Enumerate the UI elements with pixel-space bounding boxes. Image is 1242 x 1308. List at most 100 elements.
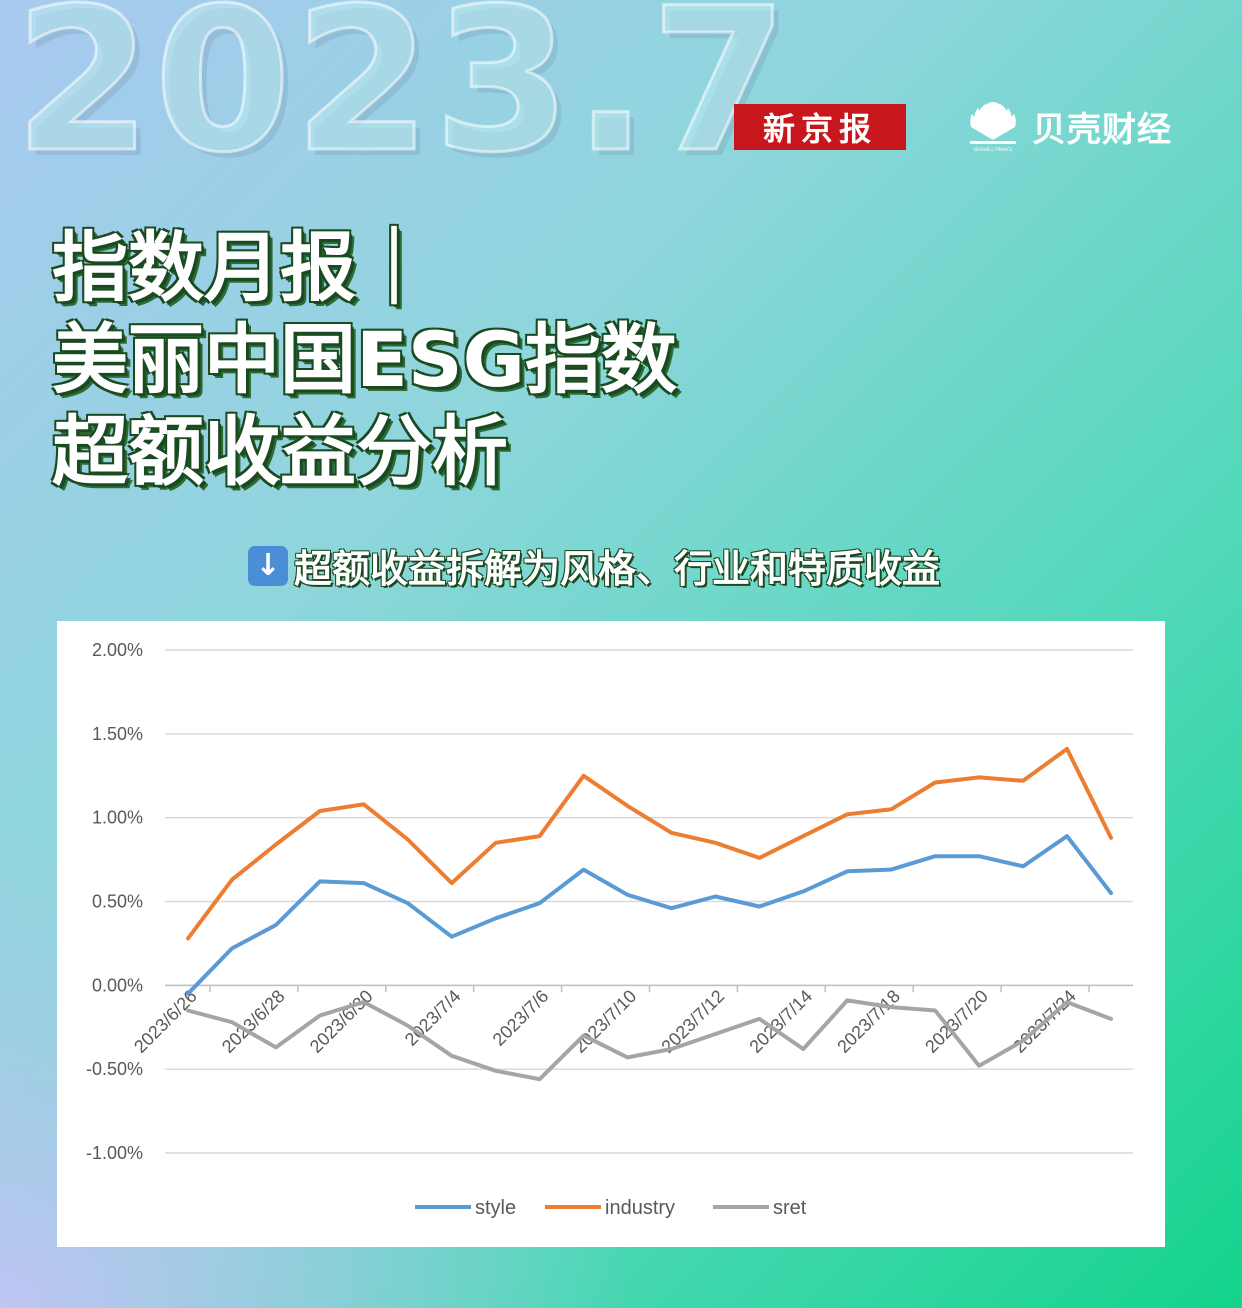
data-point-industry [801, 834, 805, 838]
data-point-style [669, 906, 673, 910]
title-line-3: 超额收益分析 [52, 407, 508, 496]
data-point-style [406, 901, 410, 905]
chart-caption: ↓ 超额收益拆解为风格、行业和特质收益 [248, 538, 940, 593]
y-tick-label: 0.00% [92, 975, 143, 995]
data-point-industry [889, 807, 893, 811]
data-point-industry [933, 780, 937, 784]
x-tick-label: 2023/6/26 [130, 986, 201, 1057]
chart-caption-text: 超额收益拆解为风格、行业和特质收益 [294, 547, 941, 591]
data-point-style [845, 869, 849, 873]
data-point-sret [1109, 1017, 1113, 1021]
series-line-sret [186, 998, 1113, 1082]
data-point-style [1109, 891, 1113, 895]
data-point-sret [1021, 1039, 1025, 1043]
data-point-sret [538, 1077, 542, 1081]
data-point-industry [186, 936, 190, 940]
data-point-industry [845, 812, 849, 816]
data-point-industry [274, 842, 278, 846]
shell-icon: SEASHELL FINANCE [970, 102, 1016, 152]
data-point-style [450, 935, 454, 939]
data-point-style [538, 901, 542, 905]
data-point-industry [1065, 747, 1069, 751]
data-point-industry [582, 774, 586, 778]
data-point-sret [669, 1047, 673, 1051]
data-point-style [757, 905, 761, 909]
y-tick-label: 0.50% [92, 892, 143, 912]
beike-sub-label: SEASHELL FINANCE [973, 147, 1013, 152]
chart-card: 2.00% 1.50% 1.00% 0.50% 0.00% -0.50% -1.00% 202… [57, 621, 1165, 1247]
x-tick-label: 2023/7/4 [401, 986, 465, 1050]
beike-finance-logo: SEASHELL FINANCE 贝壳财经 [962, 100, 1172, 152]
data-point-industry [977, 775, 981, 779]
data-point-style [362, 881, 366, 885]
data-point-style [186, 992, 190, 996]
data-point-sret [318, 1014, 322, 1018]
data-point-sret [230, 1020, 234, 1024]
data-point-style [977, 854, 981, 858]
data-point-style [230, 946, 234, 950]
data-point-industry [538, 834, 542, 838]
series-line-industry [186, 746, 1113, 941]
data-point-sret [757, 1017, 761, 1021]
data-point-sret [494, 1069, 498, 1073]
data-point-style [626, 893, 630, 897]
y-tick-label: 1.00% [92, 808, 143, 828]
year-watermark: 2023.7 [12, 0, 791, 196]
data-point-industry [494, 841, 498, 845]
x-tick-label: 2023/7/18 [833, 986, 904, 1057]
data-point-industry [626, 804, 630, 808]
data-point-style [274, 923, 278, 927]
series-line-style [186, 834, 1113, 996]
x-tick-label: 2023/7/12 [657, 986, 728, 1057]
data-point-style [713, 894, 717, 898]
data-point-sret [713, 1032, 717, 1036]
data-point-style [582, 868, 586, 872]
x-tick-label: 2023/7/6 [489, 986, 553, 1050]
data-point-style [933, 854, 937, 858]
data-point-industry [450, 881, 454, 885]
data-point-sret [186, 1008, 190, 1012]
data-point-style [1065, 834, 1069, 838]
x-tick-label: 2023/7/20 [921, 986, 992, 1057]
data-point-sret [1065, 1000, 1069, 1004]
down-arrow-icon: ↓ [248, 545, 288, 586]
title-line-2: 美丽中国ESG指数 [52, 315, 678, 404]
data-point-sret [406, 1024, 410, 1028]
data-point-sret [889, 1005, 893, 1009]
data-point-industry [1021, 779, 1025, 783]
data-point-style [889, 868, 893, 872]
legend-label-sret: sret [773, 1197, 807, 1219]
data-point-industry [318, 809, 322, 813]
title-line-1: 指数月报｜ [52, 223, 432, 312]
xinjingbao-logo: 新京报 [734, 104, 906, 150]
data-point-industry [713, 841, 717, 845]
data-point-industry [362, 802, 366, 806]
y-tick-label: 1.50% [92, 724, 143, 744]
data-point-sret [801, 1047, 805, 1051]
data-point-sret [362, 1000, 366, 1004]
legend-label-industry: industry [605, 1197, 675, 1219]
data-point-sret [845, 998, 849, 1002]
data-point-sret [274, 1045, 278, 1049]
data-point-style [494, 916, 498, 920]
beike-finance-label: 贝壳财经 [1032, 109, 1172, 150]
data-point-industry [406, 837, 410, 841]
data-point-industry [757, 856, 761, 860]
legend-label-style: style [475, 1197, 516, 1219]
data-point-sret [626, 1055, 630, 1059]
data-point-sret [582, 1034, 586, 1038]
line-chart: 2.00% 1.50% 1.00% 0.50% 0.00% -0.50% -1.00% 202… [86, 640, 1133, 1219]
data-point-style [801, 889, 805, 893]
data-point-sret [977, 1064, 981, 1068]
page-title: 指数月报｜ 美丽中国ESG指数 超额收益分析 [52, 222, 677, 498]
data-point-industry [1109, 836, 1113, 840]
data-point-style [1021, 864, 1025, 868]
y-tick-label: -0.50% [86, 1059, 143, 1079]
data-point-industry [669, 831, 673, 835]
x-tick-label: 2023/6/30 [306, 986, 377, 1057]
y-tick-label: 2.00% [92, 640, 143, 660]
y-tick-label: -1.00% [86, 1143, 143, 1163]
data-point-sret [450, 1054, 454, 1058]
data-point-style [318, 879, 322, 883]
data-point-industry [230, 878, 234, 882]
